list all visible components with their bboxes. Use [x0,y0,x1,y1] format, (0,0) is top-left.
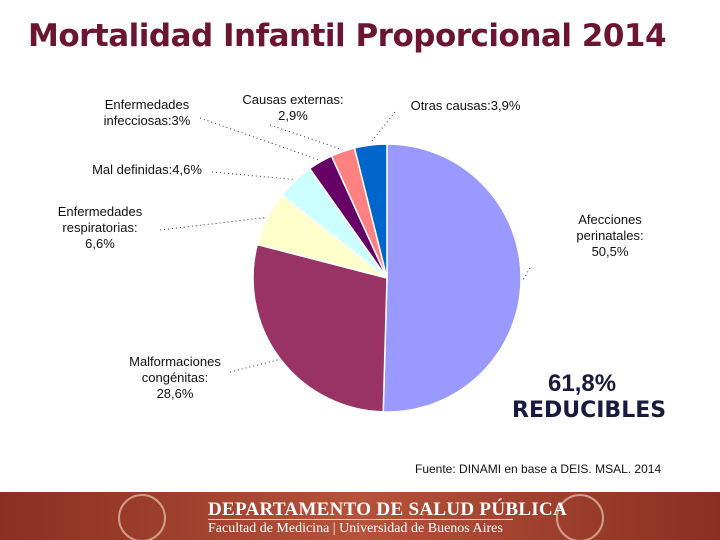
slice-label: Mal definidas:4,6% [92,162,202,177]
annotation-value: 61,8% [548,370,617,397]
pie-slice [252,243,388,413]
footer-divider [208,519,513,520]
slice-label: Causas externas: 2,9% [242,92,344,123]
leader-line [522,267,531,281]
leader-line [269,124,343,151]
leader-line [159,217,266,231]
slice-label: Enfermedades infecciosas:3% [103,97,191,128]
annotation-text: REDUCIBLES [512,398,667,423]
leader-line [211,171,294,180]
leader-line [229,359,279,373]
crest-icon [118,494,166,540]
crest-icon [556,494,604,540]
slice-label: Enfermedades respiratorias: 6,6% [57,204,143,251]
footer-title: DEPARTAMENTO DE SALUD PÚBLICA [208,499,568,520]
slice-label: Afecciones perinatales: 50,5% [576,212,644,259]
slide-title: Mortalidad Infantil Proporcional 2014 [28,18,667,54]
slice-label: Malformaciones congénitas: 28,6% [129,354,221,401]
pie-slice [382,143,522,413]
leader-line [370,111,396,144]
leader-line [199,117,320,161]
footer-subtitle: Facultad de Medicina | Universidad de Bu… [208,521,503,536]
source-note: Fuente: DINAMI en base a DEIS. MSAL. 201… [415,462,662,476]
pie-slice [353,143,388,279]
slice-label: Otras causas:3,9% [410,98,521,113]
